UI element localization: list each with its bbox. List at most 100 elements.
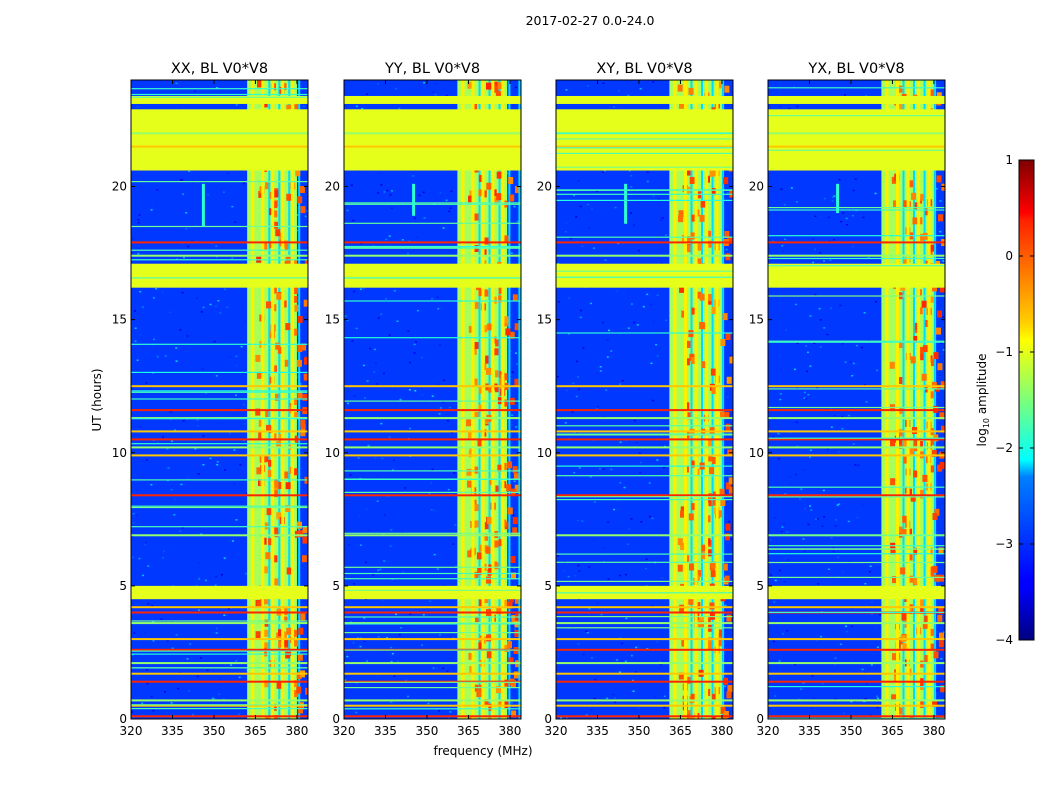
rfi-line [768,454,945,457]
rfi-line [768,699,945,702]
rfi-line [344,409,521,412]
x-tick-label: 365 [457,724,480,738]
flagged-band [556,95,733,104]
rfi-line [556,715,733,718]
rfi-line [768,132,945,135]
x-tick-label: 380 [922,724,945,738]
rfi-line [556,454,733,457]
flagged-band [131,109,308,171]
x-tick-label: 320 [757,724,780,738]
x-tick-label: 320 [120,724,143,738]
panel-frame [130,79,309,720]
flagged-band [768,95,945,104]
y-tick-label: 5 [119,579,127,593]
y-tick-label: 20 [325,180,340,194]
rfi-line [768,417,945,420]
rfi-line [344,132,521,135]
heatmap-image [556,80,733,719]
rfi-line [768,662,945,665]
colorbar-label: log10 amplitude [975,354,991,447]
rfi-line [768,648,945,651]
transient-feature [624,183,628,224]
y-tick-label: 5 [332,579,340,593]
flagged-band [768,585,945,600]
rfi-line [556,241,733,244]
rfi-line [768,715,945,718]
rfi-line [768,254,945,257]
panel-frame [343,79,522,720]
flagged-band [768,263,945,288]
colorbar-tick-label: −1 [995,345,1013,359]
rfi-line [344,385,521,388]
transient-feature [836,183,840,214]
x-tick-label: 365 [881,724,904,738]
rfi-line [556,648,733,651]
transient-feature [412,183,416,216]
rfi-line [131,409,308,412]
y-tick-label: 20 [112,180,127,194]
rfi-line [131,241,308,244]
panel-frame [767,79,946,720]
transient-feature [201,183,205,227]
rfi-line [344,638,521,641]
rfi-line [556,494,733,497]
rfi-line [556,611,733,614]
x-tick-label: 350 [840,724,863,738]
rfi-line [131,494,308,497]
flagged-band [768,109,945,171]
panel-4: YX, BL V0*V8 320 335 350 365 380 0 5 10 15 20 [749,61,946,738]
y-axis-label: UT (hours) [90,368,104,431]
rfi-line [131,254,308,257]
rfi-line [556,534,733,537]
panel-title: YY, BL V0*V8 [384,61,480,77]
rfi-line [768,680,945,683]
rfi-line [344,494,521,497]
rfi-line [768,672,945,675]
rfi-line [556,606,733,609]
rfi-line [131,132,308,135]
rfi-line [556,662,733,665]
flagged-band [556,109,733,171]
rfi-line [131,638,308,641]
rfi-line [131,611,308,614]
rfi-line [556,254,733,257]
rfi-line [556,622,733,625]
rfi-line [556,672,733,675]
x-tick-label: 380 [285,724,308,738]
rfi-line [556,430,733,433]
panel-1: XX, BL V0*V8 320 335 350 365 380 0 5 10 15 20 [112,61,309,738]
rfi-line [131,606,308,609]
y-tick-label: 5 [544,579,552,593]
rfi-line [768,385,945,388]
rfi-line [768,622,945,625]
rfi-line [344,438,521,441]
rfi-line [131,430,308,433]
x-tick-label: 335 [798,724,821,738]
colorbar-tick-label: −2 [995,441,1013,455]
colorbar-tick-label: 1 [1005,153,1013,167]
figure-title: 2017-02-27 0.0-24.0 [525,13,655,28]
colorbar-gradient [1018,159,1035,641]
rfi-line [344,662,521,665]
rfi-line [768,494,945,497]
y-tick-label: 5 [756,579,764,593]
heatmap-image [344,80,521,719]
y-tick-label: 20 [749,180,764,194]
x-tick-label: 350 [203,724,226,738]
y-tick-label: 0 [756,712,764,726]
rfi-line [344,606,521,609]
panel-title: XY, BL V0*V8 [596,61,692,77]
flagged-band [344,585,521,600]
x-tick-label: 320 [333,724,356,738]
rfi-line [344,672,521,675]
x-tick-label: 350 [628,724,651,738]
rfi-line [556,638,733,641]
y-tick-label: 10 [325,446,340,460]
rfi-line [131,648,308,651]
rfi-line [768,409,945,412]
colorbar: −4 −3 −2 −1 0 1 log10 amplitude [975,153,1035,647]
rfi-line [344,699,521,702]
rfi-line [556,680,733,683]
